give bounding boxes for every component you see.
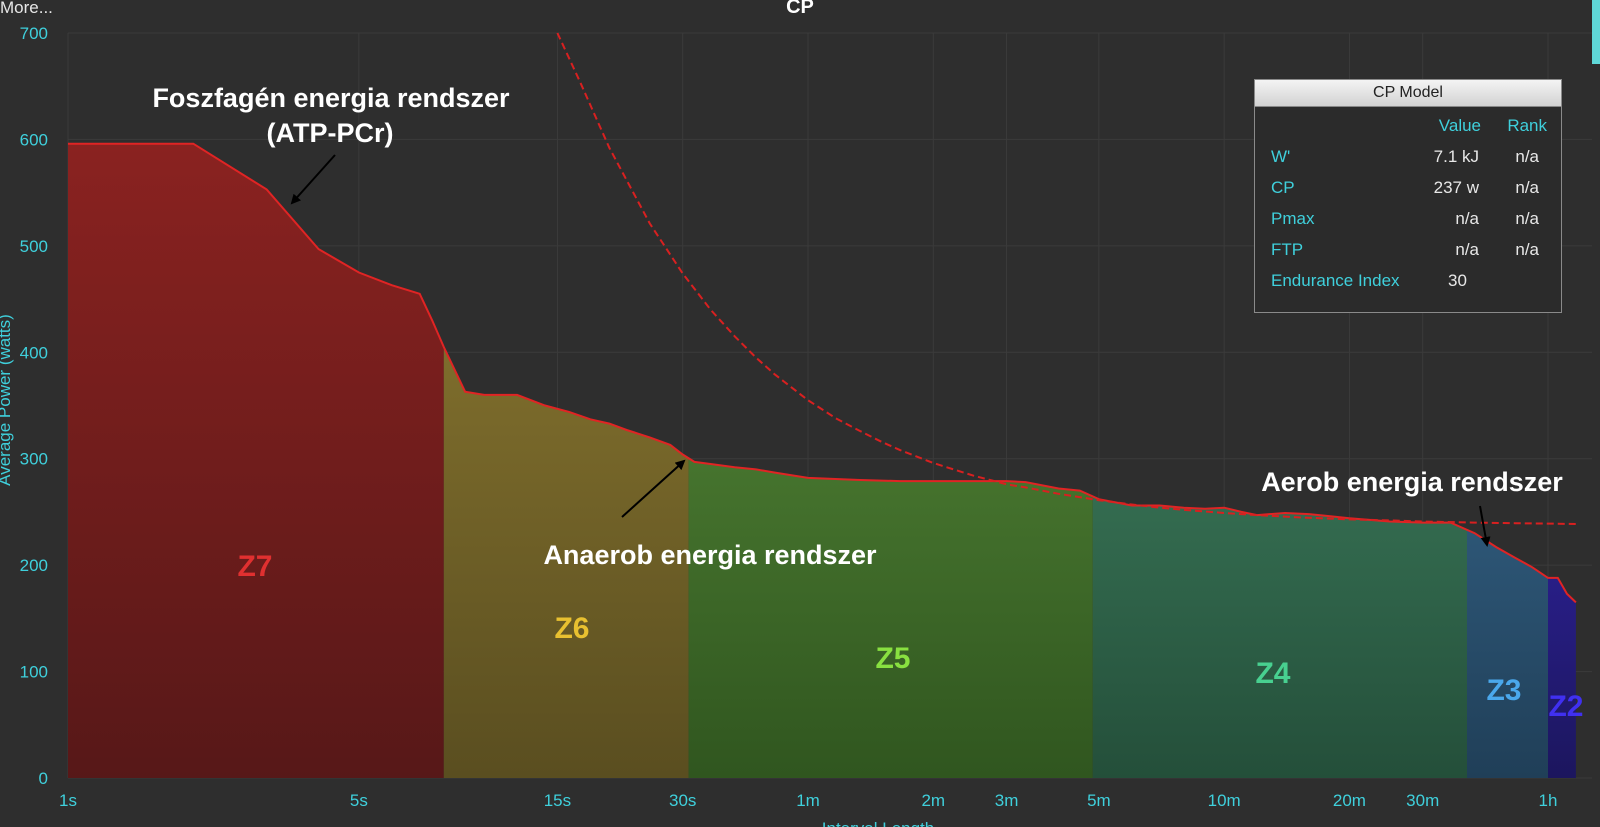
cp-row-ftp: FTP n/a n/a bbox=[1255, 236, 1561, 264]
annotation-label: Anaerob energia rendszer bbox=[543, 540, 877, 570]
zone-labels: Z7 Z6 Z5 Z4 Z3 Z2 bbox=[237, 550, 1583, 723]
y-tick-label: 500 bbox=[20, 237, 48, 256]
cp-model-title: CP Model bbox=[1255, 80, 1561, 107]
x-tick-label: 1m bbox=[796, 791, 820, 810]
cp-row-value: 7.1 kJ bbox=[1433, 147, 1479, 166]
cp-row-value: 237 w bbox=[1433, 178, 1479, 197]
x-tick-label: 10m bbox=[1208, 791, 1241, 810]
annotation-arrow bbox=[290, 154, 336, 205]
cp-row-pmax: Pmax n/a n/a bbox=[1255, 205, 1561, 233]
y-tick-label: 600 bbox=[20, 130, 48, 149]
cp-model-curve-line bbox=[556, 32, 1576, 525]
cp-row-value: n/a bbox=[1455, 240, 1479, 259]
annotation-arrow bbox=[621, 459, 686, 518]
cp-col-value: Value bbox=[1438, 116, 1481, 135]
cp-row-label: CP bbox=[1271, 178, 1295, 197]
x-tick-label: 5s bbox=[350, 791, 368, 810]
cp-model-panel: CP Model Value Rank W' 7.1 kJ n/a CP 237… bbox=[1254, 79, 1562, 313]
y-tick-label: 100 bbox=[20, 663, 48, 682]
cp-row-wprime: W' 7.1 kJ n/a bbox=[1255, 143, 1561, 171]
zone-label-z3: Z3 bbox=[1486, 674, 1521, 707]
x-tick-label: 3m bbox=[995, 791, 1019, 810]
y-axis-title: Average Power (watts) bbox=[0, 314, 14, 486]
zone-label-z2: Z2 bbox=[1548, 690, 1583, 723]
cp-row-cp: CP 237 w n/a bbox=[1255, 174, 1561, 202]
cp-row-label: FTP bbox=[1271, 240, 1304, 259]
zone-label-z4: Z4 bbox=[1255, 657, 1290, 690]
zone-area-z6 bbox=[443, 347, 689, 778]
zone-area-z5 bbox=[688, 458, 1093, 778]
cp-row-rank: n/a bbox=[1515, 147, 1539, 166]
y-tick-label: 0 bbox=[39, 769, 48, 788]
x-tick-label: 2m bbox=[921, 791, 945, 810]
cp-row-endurance-index: Endurance Index 30 bbox=[1255, 267, 1561, 295]
zone-label-z5: Z5 bbox=[875, 642, 910, 675]
cp-col-rank: Rank bbox=[1507, 116, 1547, 135]
cp-row-rank: n/a bbox=[1515, 178, 1539, 197]
chart-title: CP bbox=[786, 0, 814, 18]
zone-label-z6: Z6 bbox=[554, 612, 589, 645]
more-link[interactable]: More... bbox=[0, 0, 53, 17]
cp-model-header-row: Value Rank bbox=[1255, 112, 1561, 140]
power-curve-line bbox=[68, 142, 1577, 604]
cp-row-value: n/a bbox=[1455, 209, 1479, 228]
annotation-label: (ATP-PCr) bbox=[267, 118, 394, 148]
zone-area-z7 bbox=[68, 143, 444, 778]
annotation-label: Foszfagén energia rendszer bbox=[152, 83, 510, 113]
x-tick-label: 30s bbox=[669, 791, 696, 810]
x-tick-label: 20m bbox=[1333, 791, 1366, 810]
cp-row-rank: n/a bbox=[1515, 240, 1539, 259]
x-axis-title: Interval Length bbox=[822, 819, 934, 827]
cp-row-rank: n/a bbox=[1515, 209, 1539, 228]
annotation-label: Aerob energia rendszer bbox=[1261, 467, 1563, 497]
y-tick-label: 200 bbox=[20, 556, 48, 575]
zone-label-z7: Z7 bbox=[237, 550, 272, 583]
zones bbox=[68, 143, 1576, 778]
cp-row-label: Endurance Index bbox=[1271, 271, 1400, 290]
scrollbar-thumb bbox=[1592, 0, 1600, 64]
annotations: Foszfagén energia rendszer (ATP-PCr) Anaer… bbox=[152, 83, 1563, 570]
y-tick-label: 300 bbox=[20, 450, 48, 469]
curves bbox=[68, 32, 1577, 604]
x-tick-label: 1h bbox=[1539, 791, 1558, 810]
x-tick-label: 1s bbox=[59, 791, 77, 810]
x-tick-label: 5m bbox=[1087, 791, 1111, 810]
zone-area-z4 bbox=[1092, 496, 1467, 778]
zone-area-z2 bbox=[1548, 577, 1576, 778]
cp-row-label: W' bbox=[1271, 147, 1291, 166]
zone-area-z3 bbox=[1467, 529, 1548, 778]
cp-row-label: Pmax bbox=[1271, 209, 1315, 228]
cp-row-value: 30 bbox=[1448, 271, 1467, 290]
x-tick-label: 15s bbox=[544, 791, 571, 810]
y-tick-label: 400 bbox=[20, 343, 48, 362]
annotation-arrow bbox=[1479, 505, 1491, 547]
x-tick-label: 30m bbox=[1406, 791, 1439, 810]
y-tick-label: 700 bbox=[20, 24, 48, 43]
